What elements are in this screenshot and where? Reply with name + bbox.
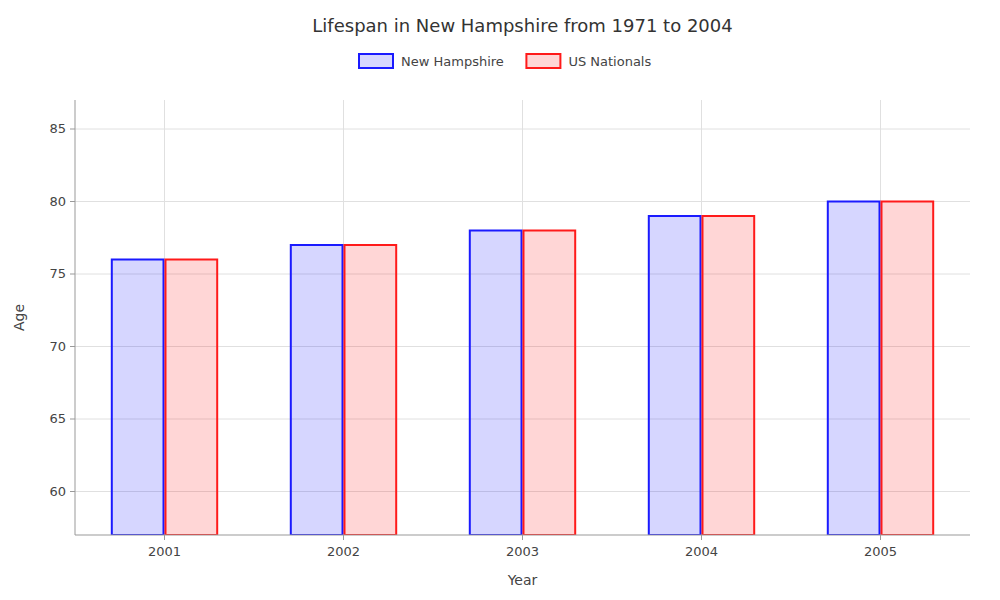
x-tick-label: 2003	[506, 544, 539, 559]
y-tick	[70, 129, 75, 130]
legend-item: New Hampshire	[359, 54, 504, 69]
y-tick-label: 75	[49, 266, 66, 281]
y-tick-label: 70	[49, 339, 66, 354]
x-axis-label: Year	[507, 572, 538, 588]
y-axis-label: Age	[11, 304, 27, 331]
bar	[524, 231, 576, 536]
chart-container: Lifespan in New Hampshire from 1971 to 2…	[0, 0, 1000, 600]
x-tick	[701, 535, 702, 540]
y-tick	[70, 346, 75, 347]
bar	[291, 245, 343, 535]
x-tick-label: 2005	[864, 544, 897, 559]
y-tick	[70, 274, 75, 275]
bar	[470, 231, 522, 536]
x-tick-label: 2004	[685, 544, 718, 559]
x-tick	[522, 535, 523, 540]
axes: 60 65 70 75 80 85 2001 2002 2003 2004 2005	[49, 100, 970, 559]
x-tick-label: 2002	[327, 544, 360, 559]
y-tick-label: 65	[49, 411, 66, 426]
legend: New Hampshire US Nationals	[359, 54, 651, 69]
bar	[649, 216, 701, 535]
legend-label: New Hampshire	[401, 54, 504, 69]
y-tick-label: 80	[49, 194, 66, 209]
legend-swatch	[359, 54, 393, 68]
y-tick-label: 85	[49, 121, 66, 136]
legend-item: US Nationals	[526, 54, 651, 69]
bars	[112, 202, 933, 536]
x-tick	[164, 535, 165, 540]
bar	[882, 202, 934, 536]
x-tick	[343, 535, 344, 540]
x-tick-label: 2001	[148, 544, 181, 559]
bar	[828, 202, 880, 536]
legend-label: US Nationals	[568, 54, 651, 69]
chart-title: Lifespan in New Hampshire from 1971 to 2…	[312, 15, 732, 36]
x-tick	[880, 535, 881, 540]
grid	[75, 100, 970, 535]
y-tick	[70, 419, 75, 420]
y-axis-line	[75, 100, 76, 535]
bar	[112, 260, 164, 536]
bar	[166, 260, 218, 536]
bar	[345, 245, 397, 535]
legend-swatch	[526, 54, 560, 68]
bar	[703, 216, 755, 535]
y-tick	[70, 491, 75, 492]
y-tick	[70, 201, 75, 202]
chart-svg: Lifespan in New Hampshire from 1971 to 2…	[0, 0, 1000, 600]
y-tick-label: 60	[49, 484, 66, 499]
